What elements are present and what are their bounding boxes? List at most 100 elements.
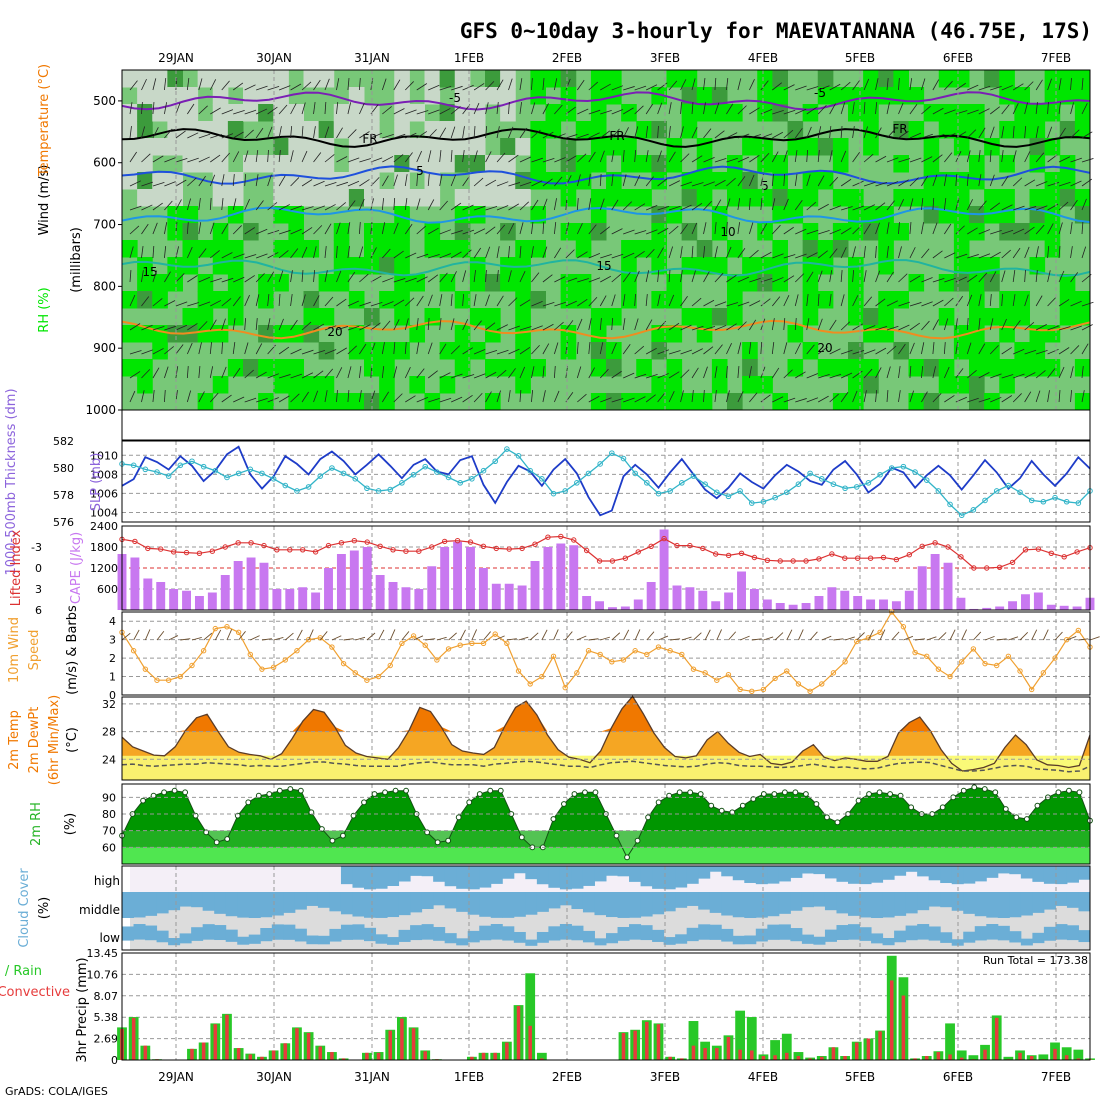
wind-barb — [886, 366, 891, 379]
wind-barb — [508, 223, 515, 235]
precip-total-bar — [536, 1052, 547, 1060]
low-cloud-bar — [467, 930, 480, 943]
wind-barb — [164, 78, 167, 91]
wind-barb — [278, 175, 286, 187]
wind-barb — [600, 275, 611, 283]
wind-barb — [508, 297, 518, 307]
wind-barb — [221, 277, 234, 283]
wind-barb — [451, 85, 463, 91]
wind-barb — [255, 174, 259, 187]
wind-barb — [622, 344, 631, 355]
middle-cloud-bar — [594, 892, 607, 916]
middle-cloud-bar — [248, 892, 261, 918]
high-cloud-bar — [1066, 866, 1079, 883]
wind-barb — [680, 79, 687, 91]
wind-barb — [232, 296, 241, 307]
wind-barb — [485, 126, 488, 139]
wind-barb — [542, 103, 549, 115]
lifted-index-point — [1074, 549, 1080, 555]
wind-barb — [852, 370, 863, 379]
wind-barb — [485, 151, 492, 163]
wind-barb — [267, 252, 279, 259]
wind-barb — [794, 343, 801, 355]
wind-barb — [284, 632, 294, 641]
wind-speed-point — [282, 657, 288, 663]
wind-barb — [324, 154, 335, 163]
wind-barb — [657, 205, 670, 211]
wind-barb — [301, 102, 306, 115]
thickness-point — [574, 480, 580, 486]
wind-barb — [485, 349, 498, 355]
low-cloud-bar — [882, 938, 895, 946]
rh-cell — [454, 121, 471, 139]
wind-barb — [343, 638, 354, 641]
wind-barb — [657, 150, 662, 163]
wind-barb — [485, 391, 492, 403]
wind-speed-point — [247, 651, 253, 658]
wind-barb — [737, 248, 746, 259]
middle-cloud-bar — [801, 892, 814, 908]
rh-cell — [485, 172, 501, 190]
wind-barb — [1081, 246, 1087, 259]
rh-cell — [666, 291, 683, 309]
wind-barb — [324, 102, 327, 115]
rh-cell — [1044, 240, 1061, 258]
high-cloud-bar — [1055, 866, 1068, 885]
wind-barb — [1012, 126, 1015, 139]
rh-cell — [137, 291, 153, 309]
wind-barb — [898, 179, 909, 187]
rh-cell — [772, 155, 788, 173]
temp-label-2: 2m DewPt — [27, 707, 42, 774]
wind-barb — [772, 277, 784, 283]
thickness-point — [539, 476, 545, 482]
wind-barb — [508, 154, 519, 163]
pressure-tick: 900 — [93, 341, 116, 355]
rh-cell — [878, 223, 894, 241]
wind-barb — [806, 86, 819, 91]
lifted-index-point — [764, 557, 771, 563]
wind-barb — [324, 223, 332, 235]
precip-total-bar — [735, 1010, 746, 1060]
wind-barb — [921, 391, 928, 403]
wind-speed-point — [235, 629, 242, 635]
wind-barb — [324, 296, 334, 307]
wind-barb — [473, 294, 477, 307]
rh-cell — [288, 206, 304, 224]
wind-barb — [1081, 301, 1094, 307]
wind-barb — [611, 294, 616, 307]
wind-barb — [542, 301, 555, 307]
wind-barb — [416, 368, 425, 379]
rh-cell — [817, 70, 834, 88]
wind-barb — [129, 151, 137, 163]
rh-cell — [227, 291, 244, 309]
wind-barb — [645, 394, 656, 403]
wind-barb — [232, 151, 240, 163]
temperature-high-area — [122, 696, 1090, 732]
wind-barb — [921, 156, 933, 163]
high-cloud-bar — [871, 866, 884, 883]
rh-cell — [999, 70, 1015, 88]
wind-barb — [553, 78, 558, 91]
wind-barb — [623, 86, 635, 91]
wind-barb — [783, 198, 789, 211]
wind-barb — [164, 222, 168, 235]
wind-barb — [829, 294, 832, 307]
wind-barb — [955, 82, 966, 91]
wind-barb — [737, 198, 741, 211]
rh-point — [213, 839, 220, 846]
pressure-tick: 800 — [93, 279, 116, 293]
wind-barb — [233, 131, 244, 139]
wind-barb — [1035, 181, 1048, 187]
cape-bar — [749, 589, 759, 610]
wind-barb — [129, 126, 132, 139]
wind-barb — [152, 78, 157, 91]
slp-tick: 1010 — [90, 449, 118, 462]
wind-barb — [1024, 226, 1035, 235]
rh-cell — [333, 240, 350, 258]
lifted-index-point — [364, 539, 370, 545]
rh-cell — [999, 325, 1015, 343]
low-cloud-bar — [375, 934, 388, 944]
wind-barb — [198, 156, 210, 163]
wind-barb — [175, 301, 188, 307]
rh-cell — [560, 87, 577, 105]
